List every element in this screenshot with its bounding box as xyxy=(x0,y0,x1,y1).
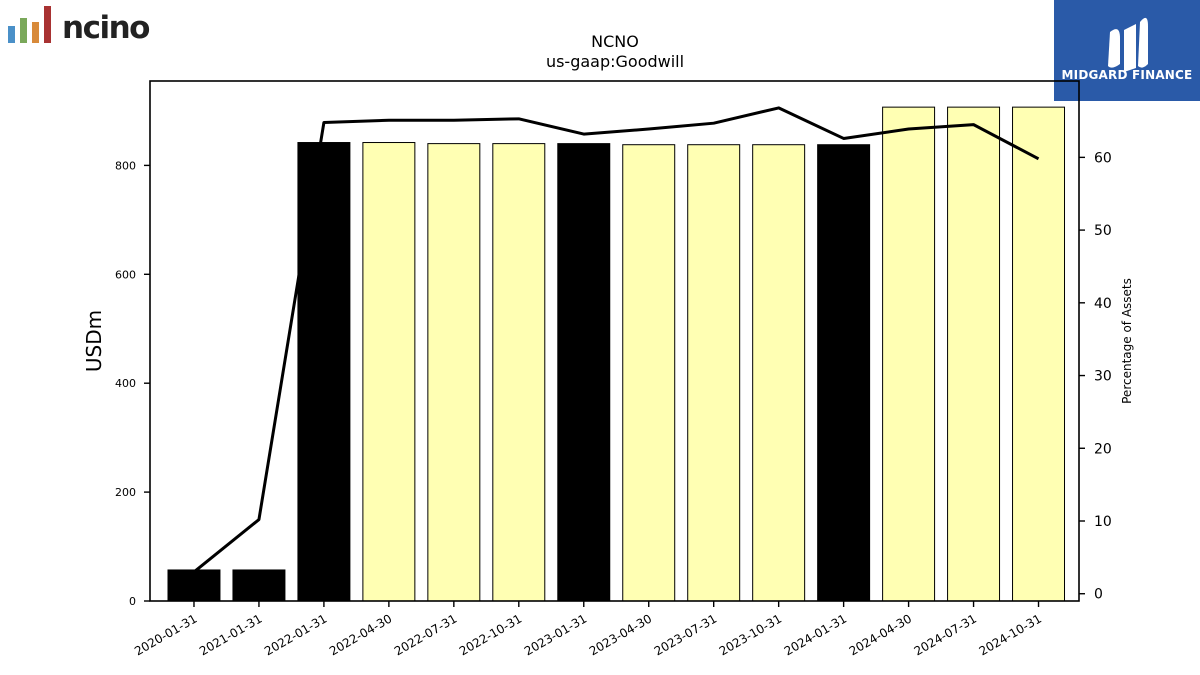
bar xyxy=(882,106,936,602)
bar xyxy=(947,106,1001,602)
bar xyxy=(232,569,286,602)
bar xyxy=(817,144,871,602)
y2-tick-label: 40 xyxy=(1094,296,1112,312)
x-tick-label: 2024-01-31 xyxy=(782,611,849,658)
bar xyxy=(427,143,481,602)
y-tick-label: 600 xyxy=(115,268,136,281)
x-tick-label: 2021-01-31 xyxy=(197,611,264,658)
x-tick-label: 2022-10-31 xyxy=(457,611,524,658)
y2-tick-label: 50 xyxy=(1094,223,1112,239)
bar xyxy=(1012,106,1066,602)
y2-tick-label: 20 xyxy=(1094,441,1112,457)
y2-axis-label: Percentage of Assets xyxy=(1120,278,1134,404)
bar xyxy=(557,143,611,602)
bar xyxy=(167,569,221,602)
bars-layer xyxy=(167,106,1066,602)
bar xyxy=(622,144,676,602)
x-tick-label: 2024-04-30 xyxy=(847,611,914,658)
y2-tick-label: 30 xyxy=(1094,369,1112,385)
x-tick-label: 2023-01-31 xyxy=(522,611,589,658)
x-tick-label: 2022-04-30 xyxy=(327,611,394,658)
x-tick-label: 2023-07-31 xyxy=(652,611,719,658)
x-tick-label: 2023-10-31 xyxy=(717,611,784,658)
y-tick-label: 0 xyxy=(129,595,136,608)
y2-tick-label: 0 xyxy=(1094,587,1103,603)
y-tick-label: 400 xyxy=(115,377,136,390)
chart-subtitle: us-gaap:Goodwill xyxy=(545,52,685,71)
x-tick-label: 2023-04-30 xyxy=(587,611,654,658)
y-axis-label: USDm xyxy=(82,310,106,372)
x-tick-label: 2022-01-31 xyxy=(262,611,329,658)
x-tick-label: 2020-01-31 xyxy=(132,611,199,658)
percentage-line xyxy=(193,106,1040,574)
bar xyxy=(297,142,351,602)
ncino-logo-text: ncino xyxy=(62,10,150,46)
y-tick-label: 800 xyxy=(115,159,136,172)
chart-title: NCNO xyxy=(591,32,639,51)
bar xyxy=(752,144,806,602)
bar xyxy=(492,143,546,602)
y2-tick-label: 60 xyxy=(1094,150,1112,166)
plot-frame xyxy=(149,80,1080,602)
midgard-mark-icon xyxy=(1108,17,1148,72)
bar xyxy=(687,144,741,602)
x-tick-label: 2024-07-31 xyxy=(912,611,979,658)
ncino-logo xyxy=(8,6,158,46)
bar xyxy=(362,142,416,602)
x-tick-label: 2022-07-31 xyxy=(392,611,459,658)
y2-tick-label: 10 xyxy=(1094,514,1112,530)
ncino-logo-bars-icon xyxy=(8,6,51,43)
x-tick-label: 2024-10-31 xyxy=(977,611,1044,658)
y-tick-label: 200 xyxy=(115,486,136,499)
line-layer xyxy=(193,106,1040,574)
midgard-finance-text: MIDGARD FINANCE xyxy=(1061,68,1193,82)
